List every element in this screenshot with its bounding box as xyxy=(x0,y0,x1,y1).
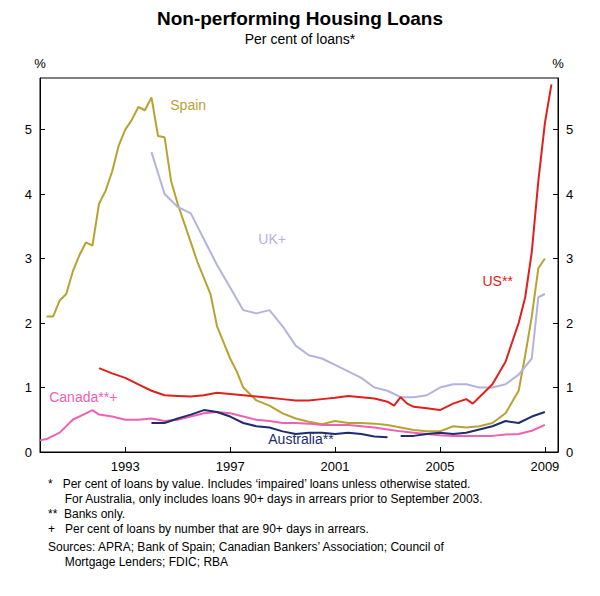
svg-text:5: 5 xyxy=(25,122,32,137)
svg-text:1997: 1997 xyxy=(216,459,245,474)
svg-text:+ Per cent of loans by numbe: + Per cent of loans by number that are 9… xyxy=(48,522,369,536)
svg-text:2001: 2001 xyxy=(321,459,350,474)
svg-text:4: 4 xyxy=(25,187,32,202)
svg-text:Australia**: Australia** xyxy=(268,431,334,447)
svg-text:* Per cent of loans by value: * Per cent of loans by value. Includes ‘… xyxy=(48,477,470,491)
svg-text:%: % xyxy=(34,56,46,71)
svg-text:US**: US** xyxy=(482,273,513,289)
svg-text:1: 1 xyxy=(566,380,573,395)
svg-text:3: 3 xyxy=(566,251,573,266)
svg-text:1993: 1993 xyxy=(111,459,140,474)
svg-text:Non-performing Housing Loans: Non-performing Housing Loans xyxy=(157,8,443,29)
svg-text:Sources: APRA; Bank of Spain;: Sources: APRA; Bank of Spain; Canadian B… xyxy=(48,540,444,554)
svg-text:2: 2 xyxy=(25,316,32,331)
svg-text:** Banks only.: ** Banks only. xyxy=(48,507,125,521)
svg-text:Mortgage Lenders; FDIC; RBA: Mortgage Lenders; FDIC; RBA xyxy=(48,555,228,569)
svg-text:%: % xyxy=(552,56,564,71)
svg-text:2009: 2009 xyxy=(530,459,559,474)
svg-text:Canada**+: Canada**+ xyxy=(49,389,117,405)
svg-text:UK+: UK+ xyxy=(258,231,286,247)
svg-text:Spain: Spain xyxy=(170,97,206,113)
svg-text:2005: 2005 xyxy=(426,459,455,474)
svg-text:0: 0 xyxy=(25,445,32,460)
svg-text:0: 0 xyxy=(566,445,573,460)
svg-text:1: 1 xyxy=(25,380,32,395)
svg-text:2: 2 xyxy=(566,316,573,331)
svg-text:3: 3 xyxy=(25,251,32,266)
svg-text:4: 4 xyxy=(566,187,573,202)
svg-text:5: 5 xyxy=(566,122,573,137)
svg-text:For Australia, only includes l: For Australia, only includes loans 90+ d… xyxy=(48,492,483,506)
svg-text:Per cent of loans*: Per cent of loans* xyxy=(245,31,356,47)
